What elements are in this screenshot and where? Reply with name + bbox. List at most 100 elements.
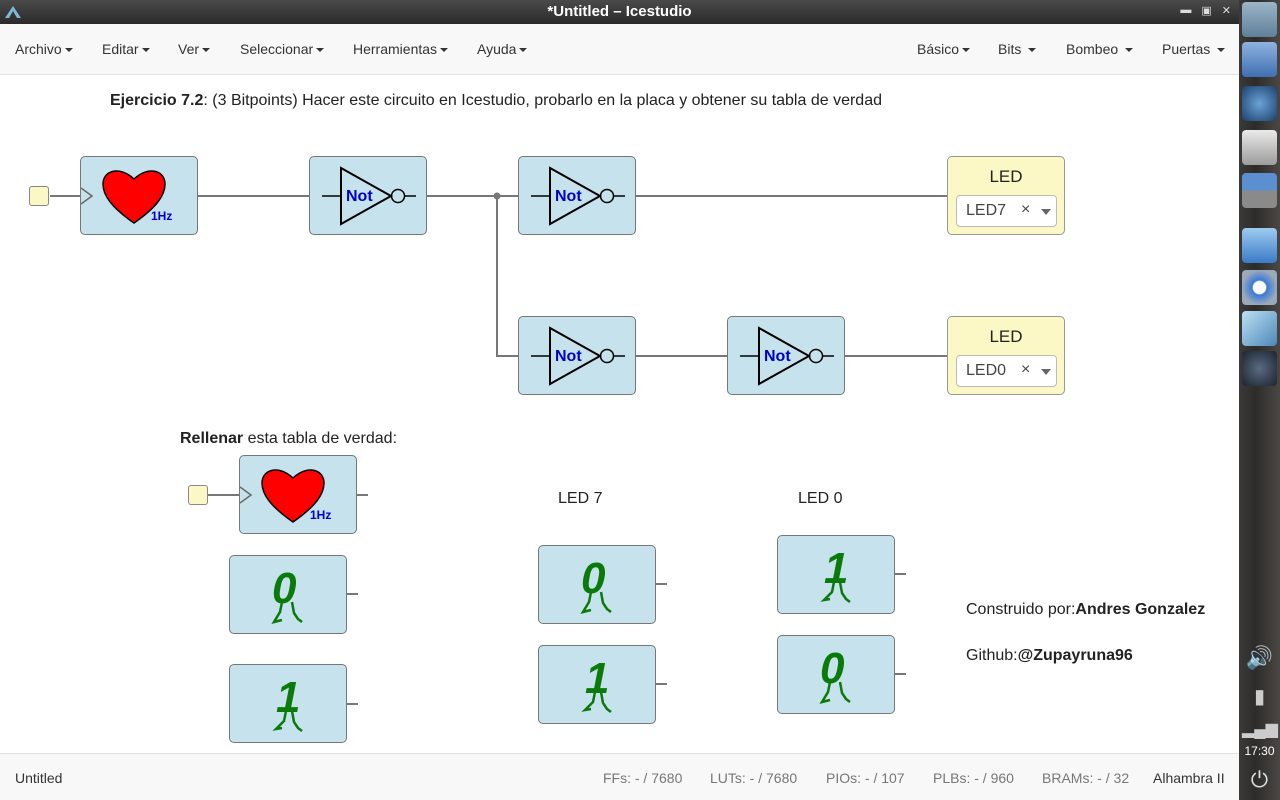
column-led7-label: LED 7 [558, 490, 603, 507]
caret-down-icon [1125, 48, 1134, 53]
status-filename: Untitled [15, 770, 63, 786]
chromium-icon[interactable] [1242, 270, 1277, 305]
status-pios: PIOs: - / 107 [826, 770, 905, 786]
battery-icon[interactable]: ▮ [1253, 686, 1265, 708]
caret-down-icon [440, 48, 449, 53]
icestudio-icon[interactable] [1242, 311, 1277, 346]
column-led0-label: LED 0 [798, 490, 843, 507]
menu-herramientas[interactable]: Herramientas [353, 41, 449, 57]
constant-one-block[interactable]: 1 [777, 535, 895, 614]
menu-ayuda[interactable]: Ayuda [477, 41, 528, 57]
digit-one-icon: 1 [820, 544, 851, 603]
menu-bombeo[interactable]: Bombeo [1066, 41, 1134, 57]
clock-block[interactable]: 1Hz [80, 156, 198, 235]
digit-one-icon: 1 [272, 673, 303, 732]
author-credit: Construido por:Andres Gonzalez [966, 601, 1206, 618]
caret-down-icon [141, 48, 150, 53]
clock-frequency-label: 1Hz [310, 508, 331, 522]
folder-icon[interactable] [1242, 228, 1277, 263]
svg-text:1: 1 [585, 654, 609, 703]
caret-down-icon [64, 48, 73, 53]
svg-text:Not: Not [346, 188, 373, 205]
clear-icon[interactable]: × [1021, 361, 1031, 378]
not-gate-3[interactable]: Not [518, 316, 636, 395]
led-title: LED [989, 327, 1023, 346]
heart-icon [102, 170, 166, 224]
caret-down-icon [1217, 48, 1226, 53]
not-gate-icon: Not [531, 326, 625, 386]
led7-select[interactable]: LED7 × [956, 195, 1057, 227]
led0-output-block[interactable]: LED LED0 × [947, 316, 1065, 395]
menu-seleccionar[interactable]: Seleccionar [240, 41, 325, 57]
svg-text:Not: Not [555, 188, 582, 205]
close-icon[interactable]: ✕ [1221, 5, 1231, 17]
github-credit: Github:@Zupayruna96 [966, 647, 1133, 664]
constant-zero-block[interactable]: 0 [777, 635, 895, 714]
desktop-dock: 🔊 ▮ ▂▄▆ 17:30 ⏻ [1239, 0, 1280, 800]
dropdown-arrow-icon[interactable] [1041, 369, 1051, 375]
led0-select[interactable]: LED0 × [956, 355, 1057, 387]
digit-one-icon: 1 [581, 654, 612, 713]
exercise-heading: Ejercicio 7.2: (3 Bitpoints) Hacer este … [110, 92, 882, 109]
led7-output-block[interactable]: LED LED7 × [947, 156, 1065, 235]
status-ffs: FFs: - / 7680 [603, 770, 683, 786]
volume-icon[interactable]: 🔊 [1245, 645, 1274, 670]
icestudio-window-icon[interactable] [1242, 173, 1277, 208]
dropdown-arrow-icon[interactable] [1041, 209, 1051, 215]
status-board[interactable]: Alhambra II [1153, 770, 1225, 786]
not-gate-4[interactable]: Not [727, 316, 845, 395]
digit-zero-icon: 0 [271, 564, 303, 624]
dock-clock: 17:30 [1244, 744, 1275, 758]
menu-archivo[interactable]: Archivo [15, 41, 73, 57]
window-title: *Untitled – Icestudio [547, 3, 692, 20]
network-icon[interactable]: ▂▄▆ [1242, 721, 1278, 738]
icestudio-logo-icon [5, 6, 21, 18]
svg-text:1: 1 [276, 673, 300, 722]
constant-zero-block[interactable]: 0 [229, 555, 347, 634]
not-gate-icon: Not [322, 166, 416, 226]
minimize-icon[interactable]: ▬ [1180, 4, 1192, 16]
files-icon[interactable] [1242, 42, 1277, 77]
caret-down-icon [202, 48, 211, 53]
power-icon[interactable]: ⏻ [1250, 767, 1269, 792]
truth-table-instruction: Rellenar esta tabla de verdad: [180, 430, 398, 447]
maximize-icon[interactable]: ▣ [1201, 5, 1212, 17]
constant-one-block[interactable]: 1 [229, 664, 347, 743]
menu-bar: Archivo Editar Ver Seleccionar Herramien… [0, 24, 1239, 75]
wire-layer [50, 192, 947, 705]
digit-zero-icon: 0 [580, 554, 612, 614]
wire-junction [493, 192, 501, 200]
status-brams: BRAMs: - / 32 [1042, 770, 1130, 786]
menu-editar[interactable]: Editar [102, 41, 150, 57]
clear-icon[interactable]: × [1021, 201, 1031, 218]
svg-text:1: 1 [824, 544, 848, 593]
constant-zero-block[interactable]: 0 [538, 545, 656, 624]
compass-icon[interactable] [1242, 351, 1277, 386]
constant-one-block[interactable]: 1 [538, 645, 656, 724]
window-icon[interactable] [1242, 130, 1277, 165]
caret-down-icon [519, 48, 528, 53]
caret-down-icon [962, 48, 971, 53]
caret-down-icon [316, 48, 325, 53]
not-gate-icon: Not [531, 166, 625, 226]
clock-block[interactable]: 1Hz [239, 455, 357, 534]
input-pin[interactable] [29, 186, 49, 206]
status-luts: LUTs: - / 7680 [710, 770, 798, 786]
launcher-icon[interactable] [1242, 2, 1277, 37]
svg-text:Not: Not [764, 348, 791, 365]
svg-text:Not: Not [555, 348, 582, 365]
menu-bits[interactable]: Bits [998, 41, 1037, 57]
clock-frequency-label: 1Hz [151, 209, 172, 223]
led-title: LED [989, 167, 1023, 186]
status-bar: Untitled FFs: - / 7680 LUTs: - / 7680 PI… [0, 753, 1239, 800]
not-gate-2[interactable]: Not [518, 156, 636, 235]
world-map-icon[interactable] [1242, 86, 1277, 121]
menu-puertas[interactable]: Puertas [1162, 41, 1226, 57]
input-pin[interactable] [188, 485, 208, 505]
heart-icon [261, 469, 325, 523]
digit-zero-icon: 0 [819, 644, 851, 704]
menu-ver[interactable]: Ver [178, 41, 211, 57]
not-gate-1[interactable]: Not [309, 156, 427, 235]
circuit-canvas[interactable]: Ejercicio 7.2: (3 Bitpoints) Hacer este … [0, 75, 1239, 753]
menu-basico[interactable]: Básico [917, 41, 971, 57]
